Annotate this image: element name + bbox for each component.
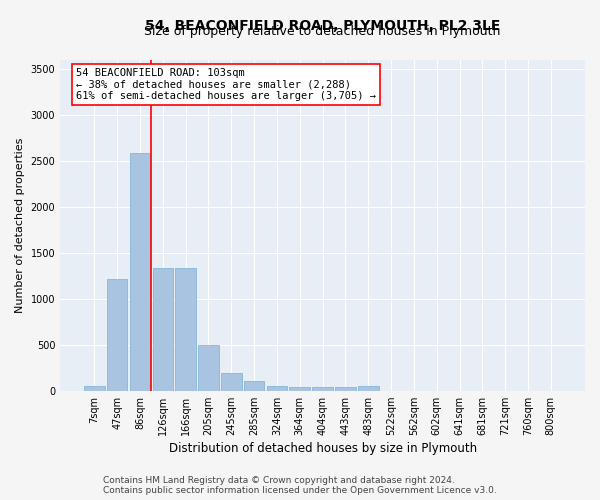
Y-axis label: Number of detached properties: Number of detached properties [15,138,25,313]
Bar [244,381,265,390]
Title: Size of property relative to detached houses in Plymouth: Size of property relative to detached ho… [145,25,501,38]
Bar [130,152,150,390]
Text: Contains HM Land Registry data © Crown copyright and database right 2024.
Contai: Contains HM Land Registry data © Crown c… [103,476,497,495]
Bar [313,387,333,390]
Bar [107,278,127,390]
Bar [221,373,242,390]
Bar [335,388,356,390]
Bar [175,268,196,390]
Bar [266,386,287,390]
Bar [152,268,173,390]
Text: 54 BEACONFIELD ROAD: 103sqm
← 38% of detached houses are smaller (2,288)
61% of : 54 BEACONFIELD ROAD: 103sqm ← 38% of det… [76,68,376,102]
Bar [84,386,104,390]
X-axis label: Distribution of detached houses by size in Plymouth: Distribution of detached houses by size … [169,442,476,455]
Bar [289,386,310,390]
Bar [198,344,219,391]
Bar [358,386,379,390]
Text: 54, BEACONFIELD ROAD, PLYMOUTH, PL2 3LE: 54, BEACONFIELD ROAD, PLYMOUTH, PL2 3LE [145,20,500,34]
